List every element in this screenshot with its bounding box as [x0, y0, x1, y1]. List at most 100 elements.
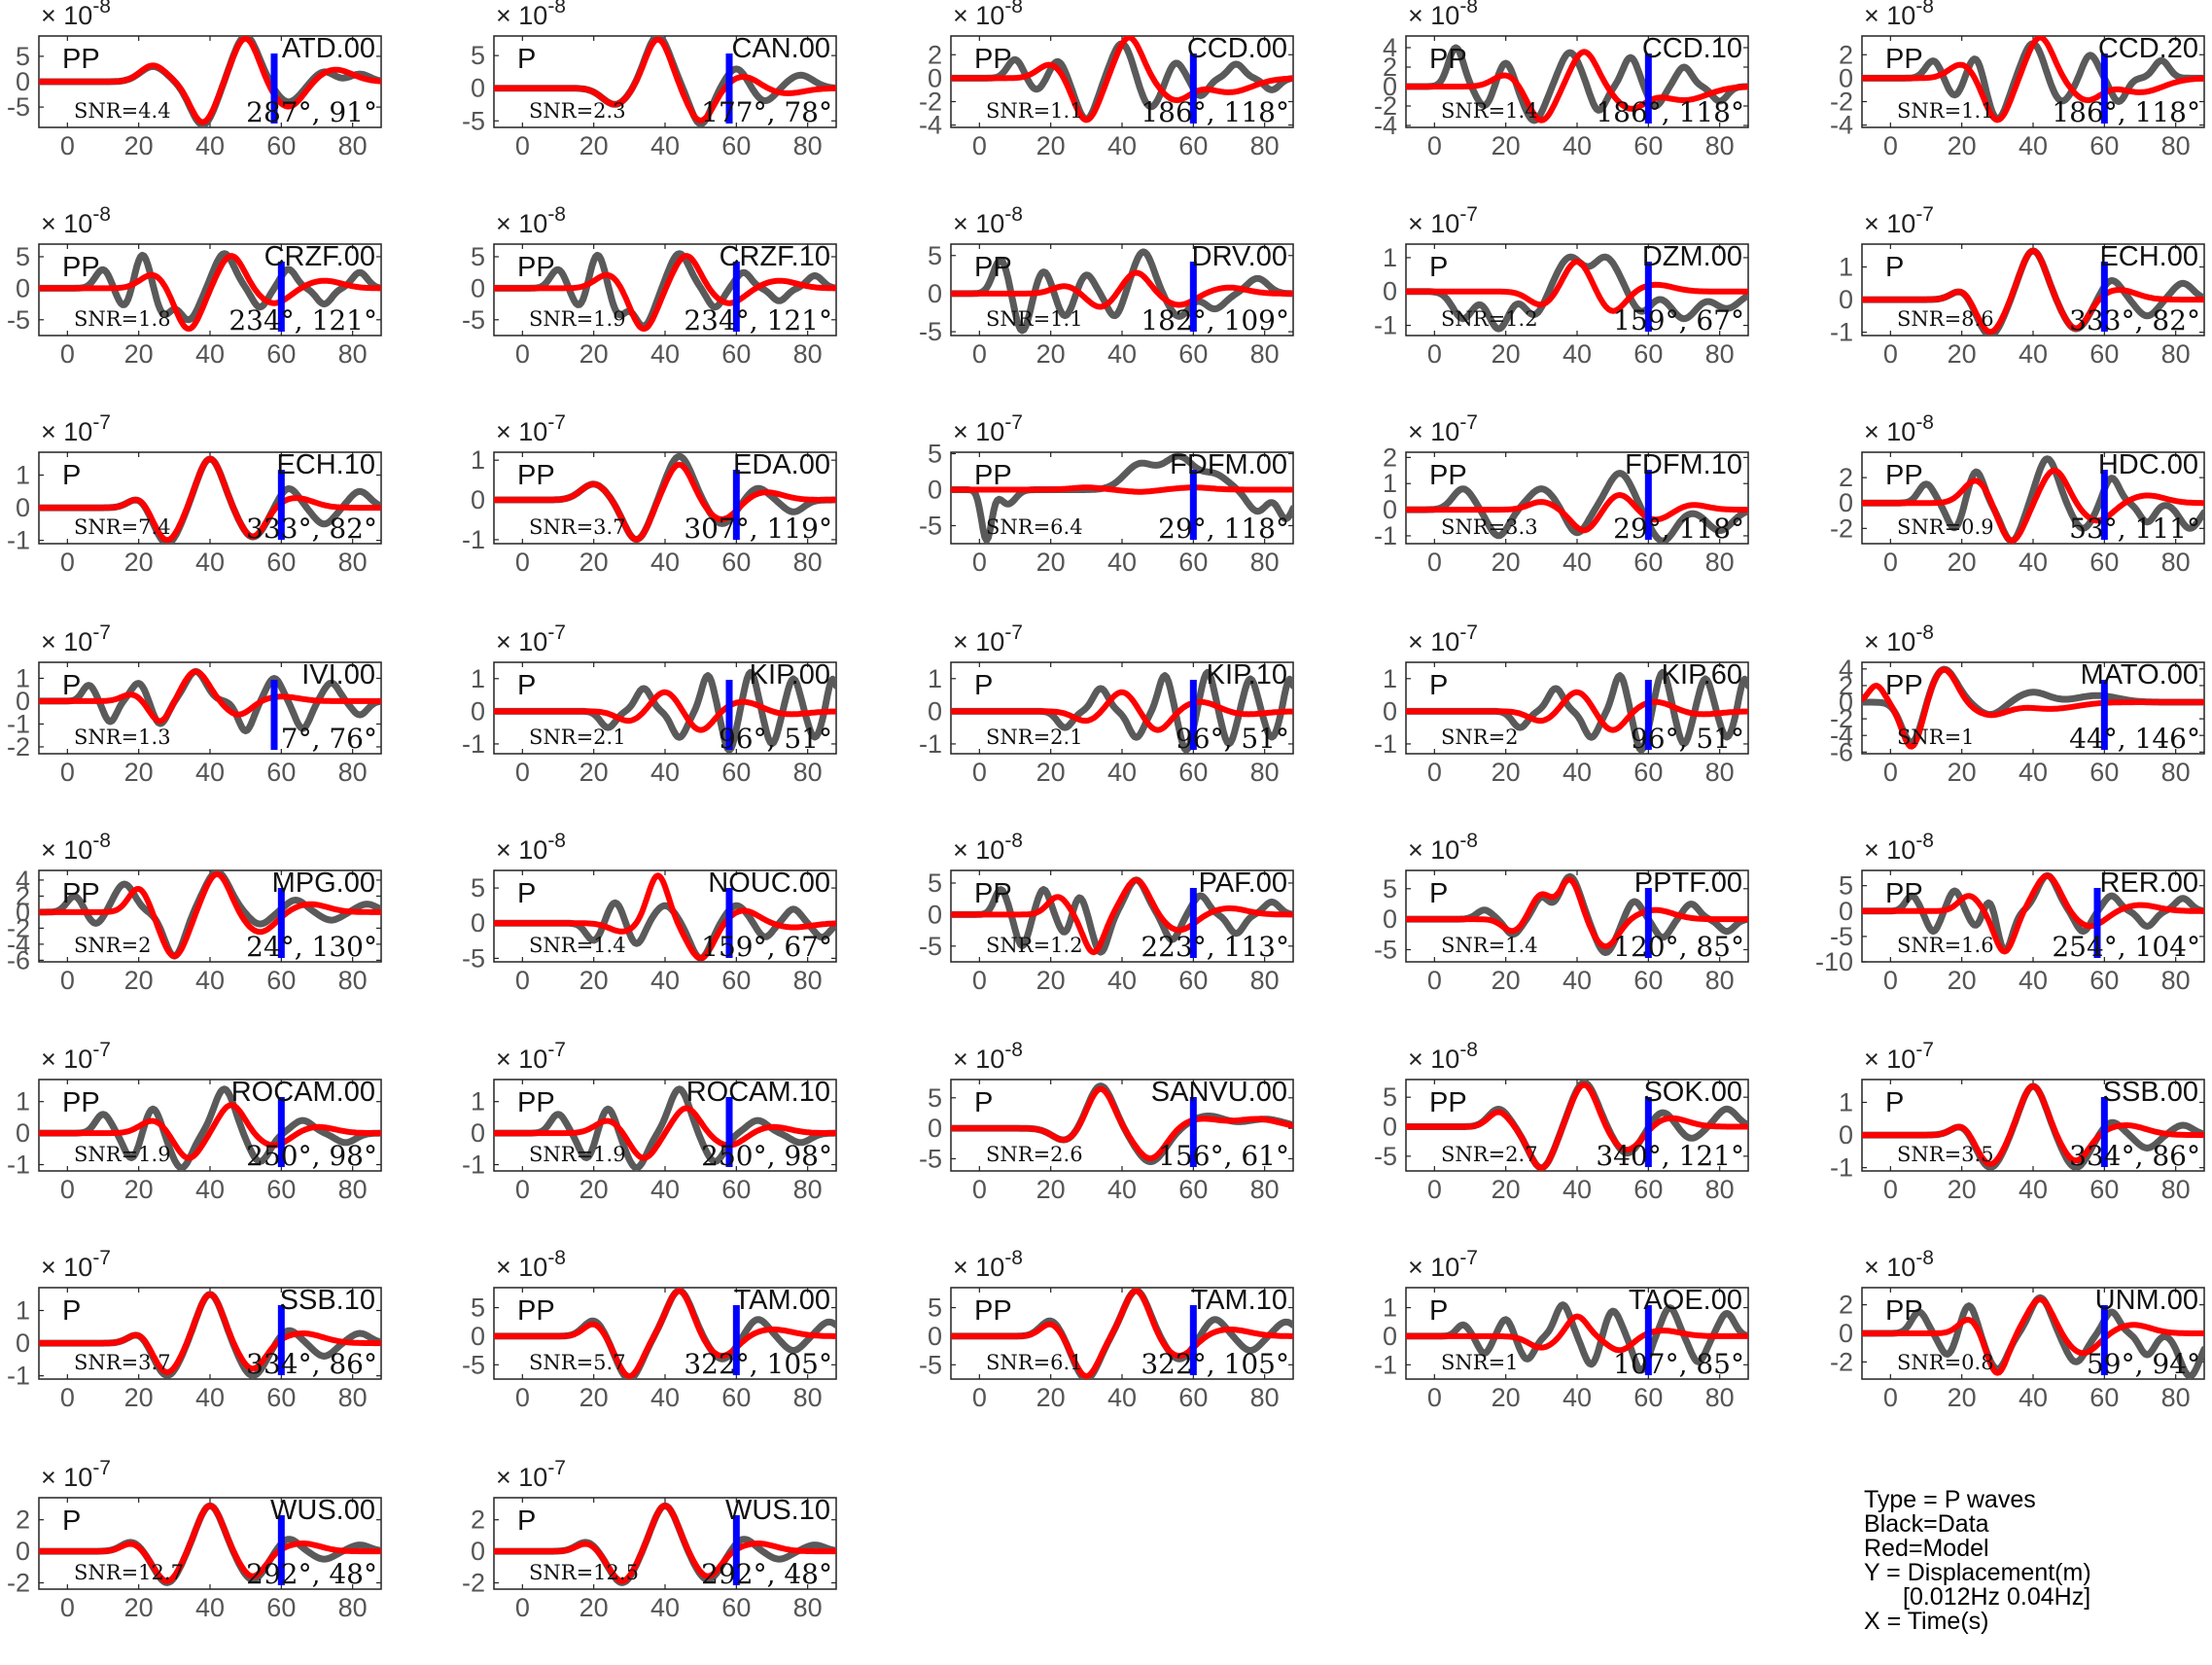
y-tick-label: 2	[1839, 671, 1853, 700]
y-tick-label: 0	[928, 475, 942, 504]
exponent-label: × 10-8	[1408, 1039, 1478, 1074]
snr-label: SNR=2	[1441, 726, 1519, 749]
x-tick-label: 20	[1036, 339, 1066, 369]
y-tick-label: 2	[16, 1506, 30, 1535]
traces	[951, 1288, 1293, 1379]
y-tick-label: 4	[1839, 655, 1853, 684]
station-label: ROCAM.10	[686, 1077, 830, 1108]
traces	[951, 452, 1293, 544]
data-trace	[39, 1085, 381, 1171]
x-tick-label: 60	[266, 966, 296, 995]
azimuth-label: 159°, 67°	[1613, 304, 1744, 337]
x-tick-label: 20	[1948, 548, 1977, 577]
x-tick-label: 0	[1427, 339, 1442, 369]
x-tick-label: 20	[1492, 758, 1521, 787]
azimuth-label: 182°, 109°	[1141, 304, 1289, 337]
y-tick-label: 4	[16, 866, 30, 895]
phase-label: PP	[974, 460, 1012, 491]
x-tick-label: 20	[1948, 131, 1977, 160]
x-tick-label: 60	[1633, 966, 1663, 995]
snr-label: SNR=4.4	[74, 99, 171, 123]
snr-label: SNR=1.4	[1441, 934, 1538, 957]
x-tick-label: 80	[793, 548, 823, 577]
traces	[39, 667, 381, 734]
x-tick-label: 40	[650, 1383, 680, 1412]
x-tick-label: 0	[60, 548, 75, 577]
exponent-label: × 10-8	[953, 1039, 1023, 1074]
y-tick-label: 5	[1383, 874, 1397, 903]
y-tick-label: 1	[471, 1087, 485, 1116]
x-tick-label: 40	[1107, 1175, 1137, 1204]
y-tick-label: -1	[1830, 318, 1853, 347]
model-trace	[951, 1288, 1293, 1379]
station-label: ATD.00	[282, 33, 375, 64]
y-tick-label: -2	[7, 732, 30, 762]
exponent-label: × 10-7	[1408, 1247, 1478, 1282]
azimuth-label: 250°, 98°	[701, 1140, 832, 1172]
snr-label: SNR=1.6	[1897, 934, 1994, 957]
x-tick-label: 0	[1883, 1383, 1898, 1412]
snr-label: SNR=1.2	[986, 934, 1083, 957]
snr-label: SNR=1	[1441, 1351, 1519, 1374]
model-trace	[494, 1503, 836, 1584]
model-trace	[494, 253, 836, 333]
y-tick-label: 4	[1383, 33, 1397, 62]
y-tick-label: 0	[928, 1114, 942, 1143]
exponent-label: × 10-8	[1864, 830, 1934, 865]
phase-label: P	[974, 1087, 993, 1118]
y-tick-label: 1	[471, 445, 485, 475]
x-tick-label: 0	[972, 548, 987, 577]
y-tick-label: 0	[16, 898, 30, 927]
x-tick-label: 0	[515, 1593, 530, 1622]
station-label: SSB.00	[2103, 1077, 2198, 1108]
data-trace	[494, 1085, 836, 1171]
x-tick-label: 80	[338, 1383, 368, 1412]
x-tick-label: 40	[1562, 1175, 1592, 1204]
phase-label: PP	[974, 878, 1012, 909]
x-tick-label: 80	[1250, 966, 1280, 995]
phase-label: PP	[62, 252, 100, 283]
exponent-label: × 10-8	[496, 203, 566, 238]
x-tick-label: 40	[1107, 966, 1137, 995]
snr-label: SNR=1.8	[74, 307, 171, 331]
y-tick-label: 1	[16, 663, 30, 692]
y-tick-label: 5	[928, 1083, 942, 1113]
phase-label: P	[974, 670, 993, 701]
y-tick-label: -4	[1830, 721, 1853, 750]
x-tick-label: 20	[1036, 966, 1066, 995]
snr-label: SNR=3.7	[529, 515, 626, 539]
traces	[951, 668, 1293, 754]
azimuth-label: 53°, 111°	[2069, 513, 2200, 545]
snr-label: SNR=1.4	[529, 934, 626, 957]
azimuth-label: 29°, 118°	[1158, 513, 1289, 545]
station-label: FDFM.10	[1625, 449, 1742, 480]
y-tick-label: -5	[7, 92, 30, 122]
x-tick-label: 40	[195, 548, 225, 577]
traces	[39, 1291, 381, 1379]
exponent-label: × 10-8	[1408, 0, 1478, 30]
y-tick-label: 0	[16, 1328, 30, 1358]
x-tick-label: 40	[1107, 548, 1137, 577]
x-tick-label: 20	[124, 339, 154, 369]
x-tick-label: 20	[1948, 966, 1977, 995]
model-trace	[494, 689, 836, 733]
x-tick-label: 60	[1178, 548, 1208, 577]
y-tick-label: 0	[1839, 1120, 1853, 1150]
x-tick-label: 60	[1178, 339, 1208, 369]
x-tick-label: 0	[972, 966, 987, 995]
phase-label: P	[62, 670, 81, 701]
model-trace	[1406, 1313, 1748, 1354]
x-tick-label: 0	[515, 548, 530, 577]
y-tick-label: -2	[462, 1569, 485, 1598]
model-trace	[39, 36, 381, 125]
traces	[1406, 872, 1748, 956]
y-tick-label: 2	[1839, 1291, 1853, 1320]
y-tick-label: -1	[462, 1151, 485, 1180]
exponent-label: × 10-8	[1864, 0, 1934, 30]
y-tick-label: 0	[16, 687, 30, 716]
model-trace	[1406, 876, 1748, 950]
x-tick-label: 80	[793, 131, 823, 160]
model-trace	[39, 668, 381, 725]
